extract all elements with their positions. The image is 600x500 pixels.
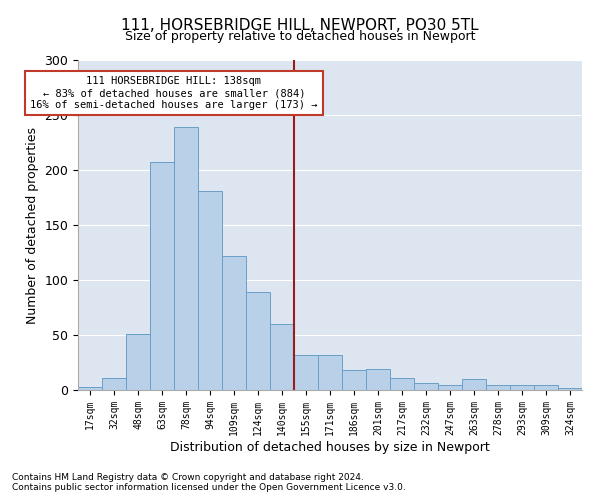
Text: Contains HM Land Registry data © Crown copyright and database right 2024.: Contains HM Land Registry data © Crown c… [12,474,364,482]
Bar [222,256,246,390]
Text: 111 HORSEBRIDGE HILL: 138sqm
← 83% of detached houses are smaller (884)
16% of s: 111 HORSEBRIDGE HILL: 138sqm ← 83% of de… [30,76,318,110]
Text: Contains public sector information licensed under the Open Government Licence v3: Contains public sector information licen… [12,484,406,492]
Bar [174,127,198,390]
Bar [510,384,534,390]
Bar [246,292,270,390]
Bar [294,355,318,390]
Text: 111, HORSEBRIDGE HILL, NEWPORT, PO30 5TL: 111, HORSEBRIDGE HILL, NEWPORT, PO30 5TL [121,18,479,32]
Bar [270,324,294,390]
Bar [390,378,414,390]
Bar [78,386,102,390]
Y-axis label: Number of detached properties: Number of detached properties [26,126,39,324]
Bar [198,191,222,390]
Bar [558,388,582,390]
Bar [126,334,150,390]
Bar [438,384,462,390]
Bar [534,384,558,390]
Bar [486,384,510,390]
X-axis label: Distribution of detached houses by size in Newport: Distribution of detached houses by size … [170,440,490,454]
Bar [150,162,174,390]
Bar [366,369,390,390]
Bar [414,384,438,390]
Bar [462,379,486,390]
Bar [318,355,342,390]
Bar [102,378,126,390]
Text: Size of property relative to detached houses in Newport: Size of property relative to detached ho… [125,30,475,43]
Bar [342,370,366,390]
